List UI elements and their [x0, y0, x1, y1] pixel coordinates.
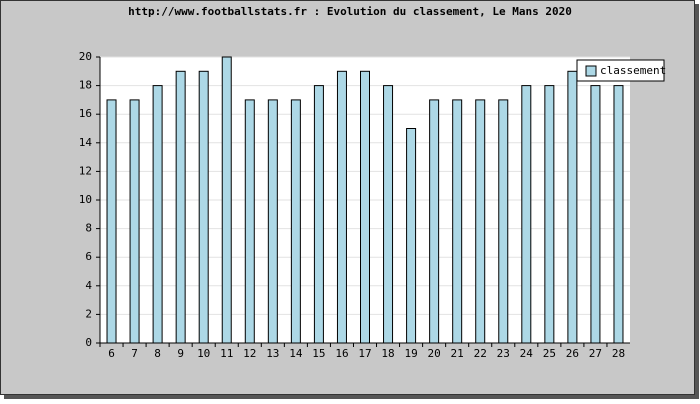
- bar: [313, 85, 324, 344]
- y-tick-label: 0: [85, 336, 92, 349]
- x-tick-label: 6: [108, 347, 115, 360]
- bar: [244, 99, 255, 344]
- bar: [152, 85, 163, 344]
- bar: [106, 99, 117, 344]
- x-tick-label: 17: [358, 347, 371, 360]
- x-tick-label: 26: [566, 347, 579, 360]
- bar: [475, 99, 486, 344]
- y-tick-label: 10: [79, 193, 92, 206]
- bar: [360, 70, 370, 344]
- x-tick-label: 9: [177, 347, 184, 360]
- x-tick-label: 18: [381, 347, 394, 360]
- x-tick-label: 14: [289, 347, 303, 360]
- y-tick-label: 16: [79, 107, 92, 120]
- legend-label: classement: [600, 64, 666, 77]
- x-tick-label: 15: [312, 347, 325, 360]
- bar: [267, 99, 278, 344]
- x-tick-label: 12: [243, 347, 256, 360]
- x-tick-label: 22: [474, 347, 487, 360]
- bar: [498, 99, 509, 344]
- bar: [336, 70, 347, 344]
- bar: [613, 85, 624, 344]
- x-tick-label: 19: [404, 347, 417, 360]
- bar: [429, 99, 440, 344]
- x-tick-label: 25: [543, 347, 556, 360]
- bar: [452, 99, 463, 344]
- x-tick-label: 23: [497, 347, 510, 360]
- bar: [521, 85, 532, 344]
- bar: [567, 70, 578, 344]
- bar: [406, 128, 417, 344]
- y-tick-label: 12: [79, 164, 92, 177]
- x-tick-label: 10: [197, 347, 210, 360]
- y-tick-label: 2: [85, 307, 92, 320]
- x-tick-label: 21: [451, 347, 464, 360]
- y-tick-label: 4: [85, 279, 92, 292]
- x-tick-label: 27: [589, 347, 602, 360]
- bar: [198, 70, 209, 344]
- x-tick-label: 11: [220, 347, 233, 360]
- bar: [544, 85, 555, 344]
- bar: [290, 99, 301, 344]
- bar: [129, 99, 140, 344]
- y-tick-label: 6: [85, 250, 92, 263]
- x-tick-label: 7: [131, 347, 138, 360]
- y-tick-label: 14: [79, 136, 93, 149]
- bar: [590, 85, 601, 344]
- y-tick-label: 20: [79, 50, 92, 63]
- bar: [383, 85, 394, 344]
- x-tick-label: 13: [266, 347, 279, 360]
- bar: [175, 70, 186, 344]
- legend-box: [576, 59, 665, 82]
- x-tick-label: 8: [154, 347, 161, 360]
- chart-title: http://www.footballstats.fr : Evolution …: [128, 5, 572, 18]
- x-tick-label: 28: [612, 347, 625, 360]
- x-tick-label: 20: [428, 347, 441, 360]
- x-tick-label: 24: [520, 347, 534, 360]
- x-tick-label: 16: [335, 347, 348, 360]
- y-tick-label: 8: [85, 222, 92, 235]
- legend-swatch: [585, 65, 597, 77]
- bar: [221, 56, 232, 344]
- y-tick-label: 18: [79, 79, 92, 92]
